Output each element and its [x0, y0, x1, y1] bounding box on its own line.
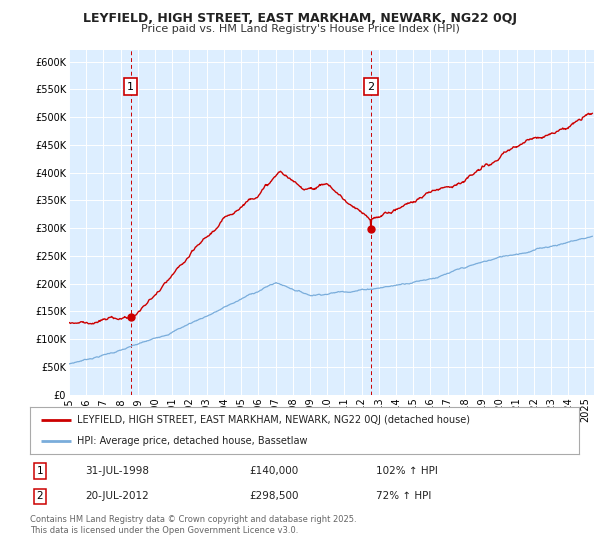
Text: LEYFIELD, HIGH STREET, EAST MARKHAM, NEWARK, NG22 0QJ: LEYFIELD, HIGH STREET, EAST MARKHAM, NEW… — [83, 12, 517, 25]
Text: 2: 2 — [37, 491, 43, 501]
Text: 31-JUL-1998: 31-JUL-1998 — [85, 466, 149, 476]
Text: 102% ↑ HPI: 102% ↑ HPI — [376, 466, 438, 476]
Text: 20-JUL-2012: 20-JUL-2012 — [85, 491, 149, 501]
Text: Price paid vs. HM Land Registry's House Price Index (HPI): Price paid vs. HM Land Registry's House … — [140, 24, 460, 34]
Text: HPI: Average price, detached house, Bassetlaw: HPI: Average price, detached house, Bass… — [77, 436, 307, 446]
Text: 1: 1 — [37, 466, 43, 476]
Text: LEYFIELD, HIGH STREET, EAST MARKHAM, NEWARK, NG22 0QJ (detached house): LEYFIELD, HIGH STREET, EAST MARKHAM, NEW… — [77, 415, 470, 425]
Text: 1: 1 — [127, 82, 134, 91]
Text: 2: 2 — [368, 82, 374, 91]
Text: £140,000: £140,000 — [250, 466, 299, 476]
Text: 72% ↑ HPI: 72% ↑ HPI — [376, 491, 431, 501]
Text: £298,500: £298,500 — [250, 491, 299, 501]
Text: Contains HM Land Registry data © Crown copyright and database right 2025.
This d: Contains HM Land Registry data © Crown c… — [30, 515, 356, 535]
